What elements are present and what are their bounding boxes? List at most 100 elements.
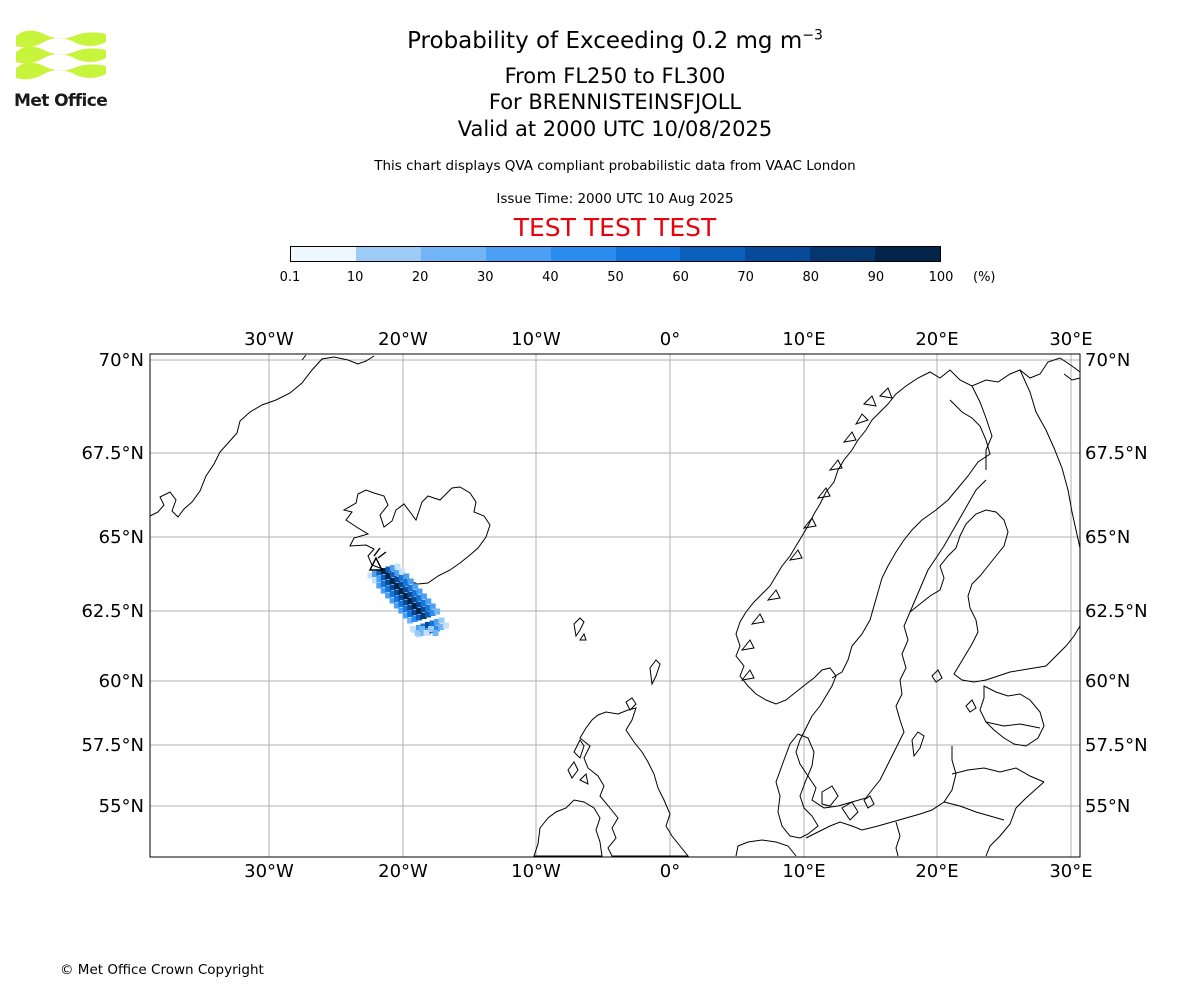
plume-cell [416,595,423,601]
longitude-label-top: 20°W [378,329,428,350]
plume-cell [425,598,432,605]
longitude-label-bottom: 10°W [511,861,561,882]
colorbar-tick-label: 70 [737,270,754,285]
faroe-islands [573,617,587,641]
latitude-label-left: 55°N [99,796,144,817]
hebrides-islands [567,739,589,785]
poland-border [943,801,1005,821]
latitude-label-left: 60°N [99,671,144,692]
plume-cell [407,585,414,591]
plume-cell [432,630,439,636]
plume-cell [429,610,436,616]
norway-fjords [740,387,893,681]
plume-cell [398,601,405,607]
iceland-coastline [342,486,491,585]
longitude-label-top: 0° [660,329,680,350]
plume-cell [442,622,449,629]
latitude-label-left: 70°N [99,350,144,371]
plume-cell [394,583,401,589]
plume-cell [429,620,436,627]
germany-netherlands-coast [735,839,797,857]
latitude-label-right: 60°N [1085,671,1130,692]
longitude-label-top: 20°E [915,329,958,350]
plume-cell [376,582,383,589]
plume-cell [389,578,396,584]
plume-cell [412,590,418,596]
plume-cell [428,626,434,632]
plume-cell [390,565,396,571]
latitude-label-right: 57.5°N [1085,735,1148,756]
shetland-islands [649,659,661,686]
latitude-label-right: 62.5°N [1085,601,1148,622]
plume-cell [393,602,400,609]
plume-cell [376,569,383,576]
plume-cell [394,596,400,602]
latitude-label-left: 67.5°N [81,443,144,464]
plume-cell [380,587,387,594]
colorbar-tick-label: 10 [346,270,364,285]
great-britain-coastline [579,707,690,857]
latitude-label-right: 70°N [1085,350,1130,371]
plume-cell [425,611,432,618]
plume-cell [385,566,392,573]
plume-cell [420,630,427,636]
colorbar-tick-label: 100 [928,270,954,285]
plume-cell [434,619,440,625]
plume-cell [411,596,418,603]
plume-cell [420,613,427,619]
plume-cell [420,593,427,600]
colorbar-tick-label: 30 [477,270,494,285]
latitude-label-right: 55°N [1085,796,1130,817]
plume-cell [394,563,401,570]
plume-cell [389,571,396,578]
colorbar-segment [355,247,421,261]
map-gridlines [150,354,1080,857]
plume-cell [411,609,418,616]
plume-cell [412,583,419,590]
plume-cell [403,586,410,593]
longitude-label-bottom: 20°E [915,861,958,882]
plume-cell [438,617,445,624]
colorbar-segment [875,247,941,261]
plume-cell [410,626,416,632]
latitude-label-right: 67.5°N [1085,443,1148,464]
volcano-marker-icon [368,547,387,571]
disclaimer-text: This chart displays QVA compliant probab… [374,158,856,174]
longitude-label-bottom: 10°E [782,861,825,882]
plume-cell [433,625,440,632]
orkney-islands [625,697,637,711]
plume-cell [385,579,392,586]
longitude-label-top: 10°E [782,329,825,350]
greenland-coastline [149,355,375,518]
met-office-wave-icon [16,30,106,80]
plume-cell [425,622,431,628]
colorbar-tick-label: 20 [411,270,429,285]
plume-cell [429,603,436,610]
plume-cell [425,605,432,611]
lithuania-belarus-border [985,781,1045,857]
valid-time: Valid at 2000 UTC 10/08/2025 [457,117,773,141]
plume-cell [419,626,425,632]
colorbar-tick-label: 0.1 [279,270,301,285]
greenland-coastline-north [301,354,307,361]
plume-cell [398,594,405,601]
latitude-label-left: 57.5°N [81,735,144,756]
latitude-label-left: 65°N [99,527,144,548]
colorbar-segment [745,247,811,261]
colorbar-tick-label: 50 [607,270,624,285]
colorbar-unit: (%) [973,270,996,285]
scandinavia-coastline [735,357,1081,809]
plume-cell [372,571,378,577]
plume-cell [438,624,445,630]
latvia-lithuania-border [951,767,1045,783]
plume-cell [394,589,401,596]
copyright-text: © Met Office Crown Copyright [60,962,264,978]
colorbar-segment [485,247,551,261]
longitude-label-bottom: 0° [660,861,680,882]
plume-cell [394,570,401,576]
issue-time: Issue Time: 2000 UTC 10 Aug 2025 [496,191,734,207]
longitude-label-top: 30°E [1049,329,1092,350]
colorbar-tick-label: 40 [542,270,559,285]
colorbar-tick-label: 90 [867,270,885,285]
gotland-island [911,731,925,758]
